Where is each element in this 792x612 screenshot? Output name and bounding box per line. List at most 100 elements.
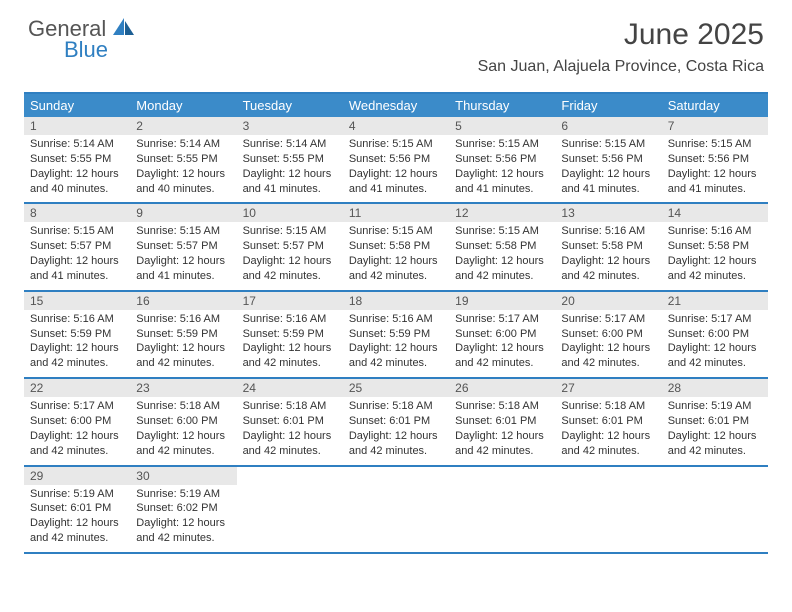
- day-number: 27: [555, 379, 661, 397]
- page-title: June 2025: [478, 18, 764, 52]
- calendar-body: 1Sunrise: 5:14 AMSunset: 5:55 PMDaylight…: [24, 117, 768, 554]
- dayname: Saturday: [662, 94, 768, 117]
- calendar: SundayMondayTuesdayWednesdayThursdayFrid…: [24, 92, 768, 554]
- day-cell: [343, 467, 449, 552]
- day-number: [343, 467, 449, 485]
- day-cell: 23Sunrise: 5:18 AMSunset: 6:00 PMDayligh…: [130, 379, 236, 464]
- week-row: 1Sunrise: 5:14 AMSunset: 5:55 PMDaylight…: [24, 117, 768, 204]
- dayname: Thursday: [449, 94, 555, 117]
- day-number: 21: [662, 292, 768, 310]
- day-cell: 1Sunrise: 5:14 AMSunset: 5:55 PMDaylight…: [24, 117, 130, 202]
- day-content: Sunrise: 5:19 AMSunset: 6:02 PMDaylight:…: [130, 485, 236, 546]
- day-content: Sunrise: 5:16 AMSunset: 5:58 PMDaylight:…: [555, 222, 661, 283]
- header: General Blue June 2025 San Juan, Alajuel…: [0, 0, 792, 84]
- day-content: Sunrise: 5:14 AMSunset: 5:55 PMDaylight:…: [130, 135, 236, 196]
- day-cell: 13Sunrise: 5:16 AMSunset: 5:58 PMDayligh…: [555, 204, 661, 289]
- day-cell: 30Sunrise: 5:19 AMSunset: 6:02 PMDayligh…: [130, 467, 236, 552]
- day-cell: 16Sunrise: 5:16 AMSunset: 5:59 PMDayligh…: [130, 292, 236, 377]
- day-number: [555, 467, 661, 485]
- day-number: [449, 467, 555, 485]
- day-cell: 9Sunrise: 5:15 AMSunset: 5:57 PMDaylight…: [130, 204, 236, 289]
- day-cell: 29Sunrise: 5:19 AMSunset: 6:01 PMDayligh…: [24, 467, 130, 552]
- day-content: Sunrise: 5:16 AMSunset: 5:59 PMDaylight:…: [130, 310, 236, 371]
- day-cell: [555, 467, 661, 552]
- dayname: Monday: [130, 94, 236, 117]
- day-cell: 15Sunrise: 5:16 AMSunset: 5:59 PMDayligh…: [24, 292, 130, 377]
- day-number: 3: [237, 117, 343, 135]
- day-cell: 26Sunrise: 5:18 AMSunset: 6:01 PMDayligh…: [449, 379, 555, 464]
- day-content: Sunrise: 5:15 AMSunset: 5:56 PMDaylight:…: [343, 135, 449, 196]
- week-row: 15Sunrise: 5:16 AMSunset: 5:59 PMDayligh…: [24, 292, 768, 379]
- logo-text-blue: Blue: [64, 39, 135, 61]
- dayname: Sunday: [24, 94, 130, 117]
- day-content: Sunrise: 5:17 AMSunset: 6:00 PMDaylight:…: [24, 397, 130, 458]
- day-content: Sunrise: 5:16 AMSunset: 5:59 PMDaylight:…: [24, 310, 130, 371]
- day-content: Sunrise: 5:15 AMSunset: 5:56 PMDaylight:…: [662, 135, 768, 196]
- day-number: 24: [237, 379, 343, 397]
- day-cell: 3Sunrise: 5:14 AMSunset: 5:55 PMDaylight…: [237, 117, 343, 202]
- day-content: Sunrise: 5:16 AMSunset: 5:59 PMDaylight:…: [237, 310, 343, 371]
- day-cell: 25Sunrise: 5:18 AMSunset: 6:01 PMDayligh…: [343, 379, 449, 464]
- day-content: Sunrise: 5:14 AMSunset: 5:55 PMDaylight:…: [24, 135, 130, 196]
- day-content: Sunrise: 5:17 AMSunset: 6:00 PMDaylight:…: [662, 310, 768, 371]
- day-content: Sunrise: 5:15 AMSunset: 5:57 PMDaylight:…: [237, 222, 343, 283]
- day-number: 9: [130, 204, 236, 222]
- logo-sail-icon: [113, 18, 135, 41]
- day-number: 17: [237, 292, 343, 310]
- day-number: 20: [555, 292, 661, 310]
- day-number: 2: [130, 117, 236, 135]
- day-cell: 12Sunrise: 5:15 AMSunset: 5:58 PMDayligh…: [449, 204, 555, 289]
- day-number: 14: [662, 204, 768, 222]
- day-number: [237, 467, 343, 485]
- day-content: Sunrise: 5:14 AMSunset: 5:55 PMDaylight:…: [237, 135, 343, 196]
- day-cell: 17Sunrise: 5:16 AMSunset: 5:59 PMDayligh…: [237, 292, 343, 377]
- day-number: 22: [24, 379, 130, 397]
- dayname: Tuesday: [237, 94, 343, 117]
- week-row: 29Sunrise: 5:19 AMSunset: 6:01 PMDayligh…: [24, 467, 768, 554]
- day-cell: 19Sunrise: 5:17 AMSunset: 6:00 PMDayligh…: [449, 292, 555, 377]
- week-row: 8Sunrise: 5:15 AMSunset: 5:57 PMDaylight…: [24, 204, 768, 291]
- day-number: 10: [237, 204, 343, 222]
- location-text: San Juan, Alajuela Province, Costa Rica: [478, 58, 764, 76]
- day-content: Sunrise: 5:18 AMSunset: 6:01 PMDaylight:…: [555, 397, 661, 458]
- day-cell: [662, 467, 768, 552]
- day-content: Sunrise: 5:19 AMSunset: 6:01 PMDaylight:…: [24, 485, 130, 546]
- day-content: Sunrise: 5:15 AMSunset: 5:58 PMDaylight:…: [343, 222, 449, 283]
- day-content: Sunrise: 5:16 AMSunset: 5:59 PMDaylight:…: [343, 310, 449, 371]
- day-content: Sunrise: 5:16 AMSunset: 5:58 PMDaylight:…: [662, 222, 768, 283]
- day-content: Sunrise: 5:15 AMSunset: 5:57 PMDaylight:…: [24, 222, 130, 283]
- day-content: Sunrise: 5:18 AMSunset: 6:01 PMDaylight:…: [343, 397, 449, 458]
- day-cell: 7Sunrise: 5:15 AMSunset: 5:56 PMDaylight…: [662, 117, 768, 202]
- day-cell: 10Sunrise: 5:15 AMSunset: 5:57 PMDayligh…: [237, 204, 343, 289]
- day-content: Sunrise: 5:17 AMSunset: 6:00 PMDaylight:…: [555, 310, 661, 371]
- day-cell: 28Sunrise: 5:19 AMSunset: 6:01 PMDayligh…: [662, 379, 768, 464]
- day-number: 1: [24, 117, 130, 135]
- day-content: Sunrise: 5:18 AMSunset: 6:01 PMDaylight:…: [449, 397, 555, 458]
- day-cell: 22Sunrise: 5:17 AMSunset: 6:00 PMDayligh…: [24, 379, 130, 464]
- day-number: 12: [449, 204, 555, 222]
- day-cell: 20Sunrise: 5:17 AMSunset: 6:00 PMDayligh…: [555, 292, 661, 377]
- day-cell: 18Sunrise: 5:16 AMSunset: 5:59 PMDayligh…: [343, 292, 449, 377]
- day-number: 13: [555, 204, 661, 222]
- day-content: Sunrise: 5:18 AMSunset: 6:00 PMDaylight:…: [130, 397, 236, 458]
- dayname: Friday: [555, 94, 661, 117]
- day-cell: 11Sunrise: 5:15 AMSunset: 5:58 PMDayligh…: [343, 204, 449, 289]
- day-cell: [449, 467, 555, 552]
- day-number: 28: [662, 379, 768, 397]
- day-number: 15: [24, 292, 130, 310]
- dayname-row: SundayMondayTuesdayWednesdayThursdayFrid…: [24, 94, 768, 117]
- day-number: 5: [449, 117, 555, 135]
- day-cell: 24Sunrise: 5:18 AMSunset: 6:01 PMDayligh…: [237, 379, 343, 464]
- day-cell: [237, 467, 343, 552]
- day-number: 25: [343, 379, 449, 397]
- day-number: [662, 467, 768, 485]
- day-cell: 5Sunrise: 5:15 AMSunset: 5:56 PMDaylight…: [449, 117, 555, 202]
- logo: General Blue: [28, 18, 135, 61]
- day-content: Sunrise: 5:15 AMSunset: 5:57 PMDaylight:…: [130, 222, 236, 283]
- week-row: 22Sunrise: 5:17 AMSunset: 6:00 PMDayligh…: [24, 379, 768, 466]
- day-number: 30: [130, 467, 236, 485]
- day-number: 29: [24, 467, 130, 485]
- day-number: 23: [130, 379, 236, 397]
- dayname: Wednesday: [343, 94, 449, 117]
- day-number: 8: [24, 204, 130, 222]
